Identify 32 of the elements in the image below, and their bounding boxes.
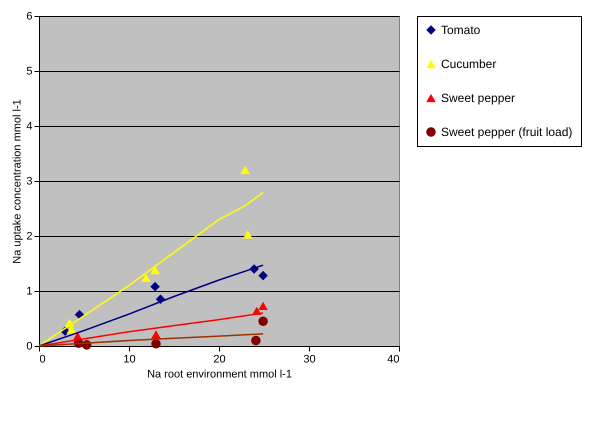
point	[74, 310, 84, 320]
point	[251, 336, 261, 346]
x-tick-label: 10	[123, 354, 136, 366]
x-tick-label: 40	[387, 354, 400, 366]
y-tick-label: 2	[26, 230, 32, 242]
point	[240, 166, 250, 174]
point	[151, 339, 161, 349]
y-tick-label: 6	[26, 10, 32, 22]
x-tick-label: 30	[303, 354, 316, 366]
y-tick-label: 1	[26, 286, 32, 298]
point	[258, 302, 268, 310]
point	[258, 316, 268, 326]
point	[258, 270, 268, 280]
point	[151, 330, 161, 339]
legend-label: Sweet pepper	[441, 91, 516, 105]
legend-label: Tomato	[441, 23, 481, 37]
line-series	[38, 264, 264, 347]
x-tick-label: 0	[40, 354, 46, 366]
y-tick-label: 4	[26, 120, 32, 132]
legend-label: Cucumber	[441, 57, 496, 71]
point	[141, 274, 151, 282]
x-tick-label: 20	[213, 354, 226, 366]
y-tick-label: 3	[26, 176, 32, 188]
point	[150, 282, 160, 292]
y-axis-title: Na uptake concentration mmol l-1	[11, 99, 24, 264]
legend-label: Sweet pepper (fruit load)	[441, 125, 572, 139]
point	[150, 266, 160, 274]
line-series	[38, 192, 264, 347]
y-tick-label: 5	[26, 66, 32, 78]
x-axis-title: Na root environment mmol l-1	[147, 368, 292, 380]
point	[243, 230, 253, 238]
y-tick-label: 0	[26, 340, 32, 352]
